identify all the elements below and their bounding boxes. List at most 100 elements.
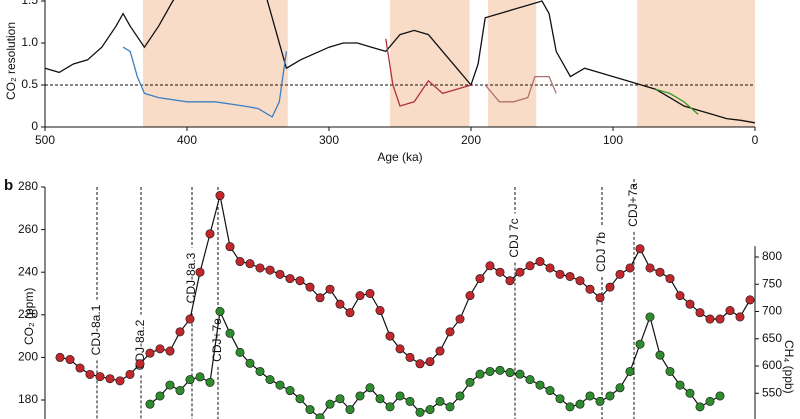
- data-point: [445, 402, 455, 412]
- data-point: [75, 363, 85, 373]
- data-point: [185, 375, 195, 385]
- data-point: [715, 314, 725, 324]
- y2-axis-label: CH₄ (ppb): [782, 340, 796, 394]
- data-point: [385, 331, 395, 341]
- data-point: [395, 391, 405, 401]
- data-point: [425, 405, 435, 415]
- data-point: [225, 328, 235, 338]
- data-line: [59, 195, 751, 382]
- data-point: [595, 293, 605, 303]
- data-point: [165, 346, 175, 356]
- data-point: [205, 377, 215, 387]
- data-point: [665, 366, 675, 376]
- data-point: [255, 366, 265, 376]
- y2-tick-label: 600: [762, 358, 782, 372]
- x-tick-label: 100: [603, 133, 623, 147]
- event-label: CDJ-8a.2: [133, 319, 147, 370]
- panel-label: b: [4, 177, 13, 194]
- y-tick-label: 260: [18, 222, 38, 236]
- data-point: [315, 293, 325, 303]
- data-point: [415, 359, 425, 369]
- data-point: [275, 380, 285, 390]
- data-point: [155, 344, 165, 354]
- data-point: [675, 291, 685, 301]
- data-point: [135, 359, 145, 369]
- x-axis-label: Age (ka): [377, 150, 422, 164]
- data-point: [365, 383, 375, 393]
- data-line: [44, 0, 756, 124]
- data-point: [615, 383, 625, 393]
- data-point: [345, 308, 355, 318]
- data-point: [55, 352, 65, 362]
- data-point: [525, 261, 535, 271]
- data-point: [485, 366, 495, 376]
- data-point: [555, 394, 565, 404]
- data-point: [325, 284, 335, 294]
- data-point: [85, 369, 95, 379]
- data-point: [485, 261, 495, 271]
- shaded-span: [637, 0, 755, 127]
- data-point: [635, 339, 645, 349]
- y2-tick-label: 800: [762, 249, 782, 263]
- shaded-span: [488, 0, 537, 127]
- data-point: [365, 288, 375, 298]
- data-line: [122, 46, 288, 118]
- data-point: [565, 271, 575, 281]
- data-point: [515, 369, 525, 379]
- data-point: [285, 386, 295, 396]
- data-point: [245, 259, 255, 269]
- data-point: [195, 372, 205, 382]
- data-point: [605, 282, 615, 292]
- data-point: [715, 391, 725, 401]
- data-point: [175, 386, 185, 396]
- event-label: CDJ+7e: [210, 318, 224, 362]
- data-point: [585, 284, 595, 294]
- y-tick-label: 0.5: [21, 77, 38, 91]
- x-tick-label: 300: [319, 133, 339, 147]
- data-point: [385, 402, 395, 412]
- y-axis-label: CO₂ resolution: [4, 22, 18, 100]
- y-tick-label: 240: [18, 264, 38, 278]
- data-line: [149, 309, 721, 419]
- y2-tick-label: 700: [762, 304, 782, 318]
- data-point: [375, 394, 385, 404]
- data-point: [645, 312, 655, 322]
- data-point: [635, 244, 645, 254]
- shaded-span: [142, 0, 288, 127]
- data-point: [265, 265, 275, 275]
- data-point: [535, 380, 545, 390]
- data-point: [145, 348, 155, 358]
- data-point: [425, 357, 435, 367]
- data-point: [735, 312, 745, 322]
- data-point: [305, 282, 315, 292]
- data-point: [215, 191, 225, 201]
- data-point: [595, 396, 605, 406]
- y-tick-label: 280: [18, 179, 38, 193]
- data-point: [465, 377, 475, 387]
- data-point: [295, 394, 305, 404]
- data-point: [475, 369, 485, 379]
- y2-tick-label: 650: [762, 331, 782, 345]
- y2-tick-label: 750: [762, 276, 782, 290]
- data-point: [295, 276, 305, 286]
- data-point: [185, 314, 195, 324]
- data-point: [575, 399, 585, 409]
- x-tick-label: 0: [752, 133, 759, 147]
- data-point: [655, 350, 665, 360]
- data-point: [455, 314, 465, 324]
- data-point: [145, 399, 155, 409]
- data-point: [455, 391, 465, 401]
- data-point: [515, 267, 525, 277]
- y-axis-label: CO₂ (ppm): [22, 288, 36, 345]
- x-tick-label: 200: [461, 133, 481, 147]
- data-point: [705, 396, 715, 406]
- data-point: [645, 263, 655, 273]
- data-point: [125, 369, 135, 379]
- data-point: [565, 402, 575, 412]
- data-point: [705, 314, 715, 324]
- data-point: [465, 291, 475, 301]
- y-tick-label: 1.0: [21, 35, 38, 49]
- data-line: [655, 88, 699, 115]
- data-point: [605, 391, 615, 401]
- data-point: [335, 394, 345, 404]
